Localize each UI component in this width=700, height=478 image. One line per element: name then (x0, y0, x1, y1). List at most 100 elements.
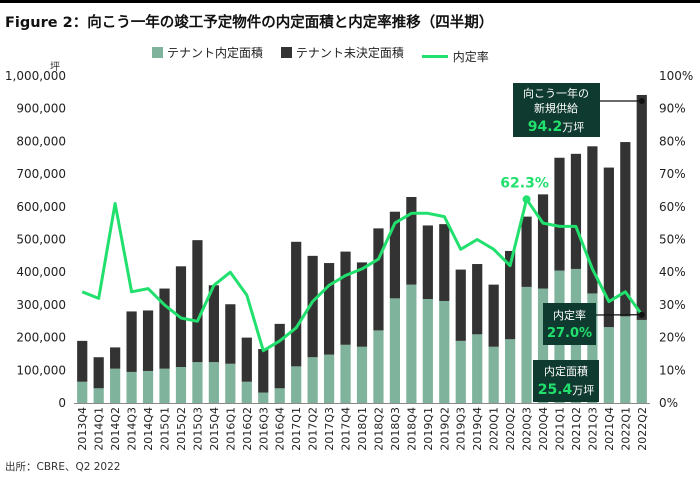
x-tick-label: 2018Q3 (389, 407, 402, 451)
bar-unleased (554, 157, 565, 271)
bar-unleased (323, 263, 335, 355)
y2-tick-label: 40% (659, 265, 686, 279)
x-tick-label: 2015Q1 (159, 407, 172, 451)
bar-leased (208, 362, 219, 403)
bar-leased (241, 381, 252, 403)
bar-leased (587, 293, 598, 403)
bar-leased (389, 298, 401, 403)
bar-unleased (488, 284, 499, 347)
y-tick-label: 800,000 (16, 134, 66, 148)
bar-leased (505, 339, 516, 403)
y2-tick-label: 60% (659, 200, 686, 214)
y-tick-label: 300,000 (16, 298, 66, 312)
source-note: 出所：CBRE、Q2 2022 (5, 461, 121, 473)
bar-unleased (274, 323, 285, 389)
bar-unleased (422, 225, 433, 300)
bar-unleased (110, 347, 121, 369)
legend-swatch-leased (152, 47, 163, 58)
bar-unleased (93, 357, 104, 389)
bar-unleased (258, 349, 269, 393)
x-tick-label: 2017Q3 (323, 407, 336, 451)
top-rule (0, 0, 700, 3)
x-tick-label: 2015Q2 (175, 407, 188, 451)
y2-tick-label: 20% (659, 331, 686, 345)
bar-leased (159, 368, 170, 403)
legend-label-unleased: テナント未決定面積 (295, 46, 404, 60)
legend-item-unleased: テナント未決定面積 (280, 44, 404, 61)
y-tick-label: 900,000 (16, 102, 66, 116)
bar-unleased (373, 228, 384, 331)
x-tick-label: 2016Q2 (241, 407, 254, 451)
y2-tick-label: 90% (659, 102, 686, 116)
y2-tick-label: 100% (659, 69, 693, 83)
bar-leased (77, 381, 88, 403)
bar-unleased (291, 241, 302, 367)
bar-unleased (142, 310, 154, 371)
x-tick-label: 2019Q1 (422, 407, 435, 451)
supply-callout-dot (638, 98, 645, 104)
bar-leased (620, 316, 631, 403)
bar-leased (472, 334, 483, 403)
y-tick-label: 100,000 (16, 363, 66, 377)
x-tick-label: 2015Q4 (208, 407, 221, 451)
bar-unleased (570, 153, 582, 269)
bar-unleased (126, 311, 137, 372)
bar-leased (603, 327, 614, 403)
x-tick-label: 2013Q4 (76, 407, 89, 451)
x-tick-label: 2014Q1 (93, 407, 106, 451)
bar-leased (110, 368, 121, 403)
x-tick-label: 2020Q1 (488, 407, 501, 451)
x-tick-label: 2014Q3 (126, 407, 139, 451)
x-tick-label: 2016Q3 (257, 407, 270, 451)
bar-leased (439, 300, 450, 403)
chart-title: Figure 2：向こう一年の竣工予定物件の内定面積と内定率推移（四半期） (5, 15, 494, 31)
bar-unleased (636, 94, 647, 320)
y-tick-label: 700,000 (16, 167, 66, 181)
bar-leased (175, 367, 187, 403)
bar-unleased (159, 288, 170, 369)
bar-unleased (587, 146, 598, 294)
x-tick-label: 2017Q4 (340, 407, 353, 451)
x-tick-label: 2022Q2 (636, 407, 649, 451)
area-callout-unit: 万坪 (572, 384, 594, 397)
area-callout-box (533, 360, 599, 402)
bar-unleased (439, 224, 450, 301)
legend-item-rate: 内定率 (421, 48, 489, 65)
supply-callout-line1: 向こう一年の (523, 86, 589, 100)
bar-unleased (406, 196, 417, 285)
x-tick-label: 2016Q4 (274, 407, 287, 451)
bar-leased (488, 346, 499, 403)
y-axis-unit: 坪 (50, 60, 60, 73)
x-tick-label: 2018Q1 (356, 407, 369, 451)
bar-unleased (192, 240, 203, 363)
legend-swatch-rate (421, 55, 448, 58)
bar-unleased (307, 255, 318, 358)
x-tick-label: 2020Q4 (537, 407, 550, 451)
x-tick-label: 2021Q3 (586, 407, 599, 451)
y-tick-label: 600,000 (16, 200, 66, 214)
bar-unleased (356, 262, 368, 347)
y-tick-label: 200,000 (16, 331, 66, 345)
bar-unleased (472, 264, 483, 335)
bar-leased (455, 340, 466, 403)
bar-leased (636, 319, 647, 403)
bar-unleased (225, 304, 236, 364)
x-tick-label: 2018Q2 (373, 407, 386, 451)
bar-unleased (521, 216, 532, 287)
x-tick-label: 2014Q2 (109, 407, 122, 451)
supply-callout-value: 94.2万坪 (528, 119, 585, 135)
area-callout-label: 内定面積 (544, 364, 588, 378)
bar-leased (356, 346, 368, 403)
rate-callout-box (543, 303, 596, 345)
x-tick-label: 2018Q4 (405, 407, 418, 451)
bar-unleased (208, 285, 219, 363)
bar-unleased (603, 167, 614, 328)
y2-tick-label: 10% (659, 363, 686, 377)
bar-unleased (537, 194, 549, 289)
x-tick-label: 2022Q1 (619, 407, 632, 451)
area-callout-number: 25.4 (538, 382, 573, 398)
bar-leased (258, 392, 269, 403)
bar-unleased (340, 251, 351, 345)
supply-callout-unit: 万坪 (562, 121, 584, 134)
